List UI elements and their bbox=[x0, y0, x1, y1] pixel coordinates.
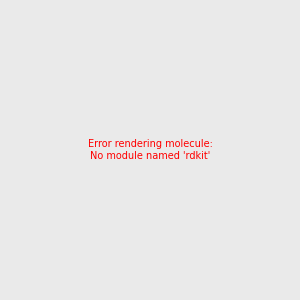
Text: Error rendering molecule:
No module named 'rdkit': Error rendering molecule: No module name… bbox=[88, 139, 212, 161]
